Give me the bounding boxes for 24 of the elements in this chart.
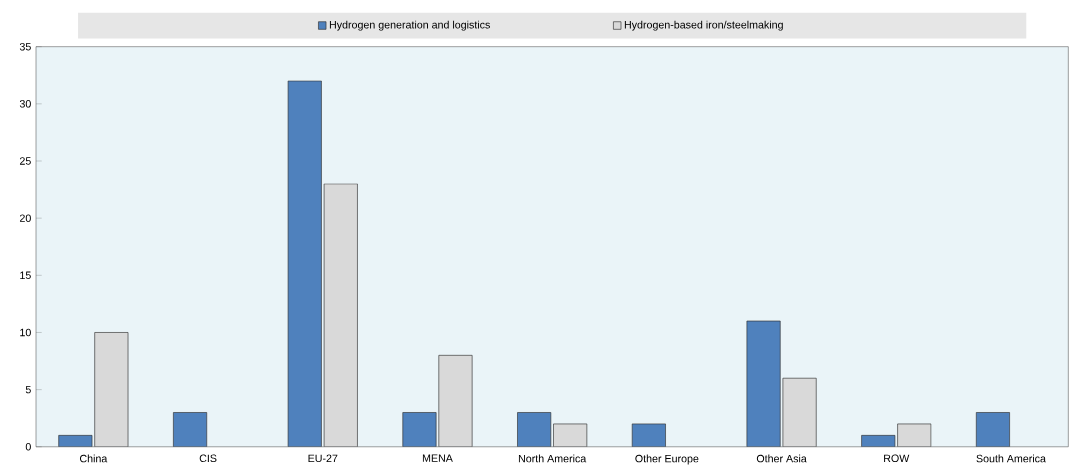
x-tick-label: Other Europe <box>635 454 699 465</box>
legend-label: Hydrogen generation and logistics <box>329 20 490 31</box>
x-tick-label: China <box>79 454 108 463</box>
x-tick-label: Other Asia <box>756 454 807 463</box>
bar <box>631 423 666 447</box>
x-tick-label: EU-27 <box>308 454 338 462</box>
y-tick-label: 35 <box>19 42 31 51</box>
x-tick-label: ROW <box>884 454 910 462</box>
x-tick-label: MENA <box>422 454 453 462</box>
y-tick-label: 20 <box>19 214 31 222</box>
y-tick-label: 5 <box>25 385 31 394</box>
bar <box>553 423 588 447</box>
legend-label: Hydrogen-based iron/steelmaking <box>624 20 783 31</box>
y-tick-label: 30 <box>19 99 31 108</box>
bar <box>975 411 1010 447</box>
y-tick-label: 15 <box>20 271 31 279</box>
y-tick-label: 0 <box>25 442 31 451</box>
x-tick-label: South America <box>976 454 1046 463</box>
bar <box>517 411 552 447</box>
x-tick-label: North America <box>518 454 587 463</box>
y-tick-label: 25 <box>19 156 31 165</box>
bar <box>173 411 208 447</box>
y-tick-label: 10 <box>20 328 31 337</box>
x-tick-label: CIS <box>199 454 217 462</box>
